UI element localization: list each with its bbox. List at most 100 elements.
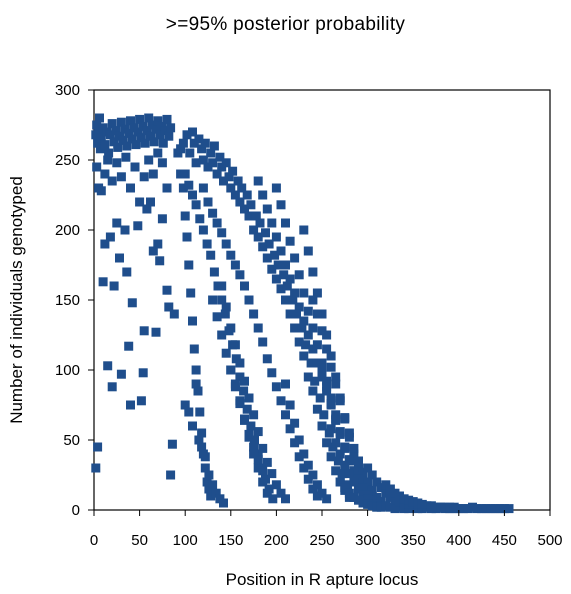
data-point [317, 421, 327, 431]
data-point [138, 368, 148, 378]
data-point [285, 274, 295, 284]
data-point [226, 323, 236, 333]
data-point [206, 491, 216, 501]
data-point [271, 480, 281, 490]
data-point [221, 302, 231, 312]
data-point [93, 138, 103, 148]
data-point [317, 309, 327, 319]
data-point [326, 452, 336, 462]
data-point [107, 176, 117, 186]
data-point [206, 250, 216, 260]
data-point [258, 242, 268, 252]
data-point [188, 421, 197, 431]
data-point [308, 386, 318, 396]
data-point [408, 497, 418, 507]
data-point [194, 134, 204, 144]
data-point [188, 127, 197, 137]
data-point [395, 491, 404, 501]
data-point [180, 211, 190, 221]
data-point [303, 246, 313, 256]
data-point [385, 484, 395, 494]
data-point [198, 225, 208, 235]
data-point [285, 424, 295, 434]
data-point [331, 415, 341, 425]
data-point [167, 439, 177, 449]
data-point [136, 133, 146, 143]
data-point [96, 133, 106, 143]
data-point [312, 309, 322, 319]
data-point [454, 504, 464, 514]
data-point [312, 358, 322, 368]
data-point [292, 309, 301, 319]
data-point [262, 204, 272, 214]
data-point [417, 499, 427, 509]
data-point [107, 382, 117, 392]
data-point [206, 148, 216, 158]
data-point [180, 169, 190, 179]
data-point [326, 362, 336, 372]
data-point [294, 337, 304, 347]
data-point [155, 130, 165, 140]
data-point [288, 295, 298, 305]
data-point [367, 485, 377, 495]
data-point [240, 281, 249, 291]
data-point [237, 183, 247, 193]
data-point [249, 442, 259, 452]
data-point [178, 183, 188, 193]
data-point [258, 466, 268, 476]
data-point [303, 306, 313, 316]
data-point [221, 348, 231, 358]
data-point [267, 264, 277, 274]
data-point [486, 504, 496, 514]
data-point [191, 365, 201, 375]
data-point [499, 504, 509, 514]
data-point [251, 211, 261, 221]
data-point [208, 158, 218, 168]
data-point [363, 499, 373, 509]
data-point [197, 442, 207, 452]
data-point [381, 501, 391, 511]
data-point [149, 137, 159, 147]
y-tick-label: 300 [55, 82, 80, 99]
data-point [335, 449, 345, 459]
data-point [209, 267, 219, 277]
data-point [303, 372, 313, 382]
data-point [262, 253, 272, 263]
data-point [194, 435, 204, 445]
data-point [253, 232, 263, 242]
data-point [136, 396, 146, 406]
data-point [209, 141, 219, 151]
data-point [96, 186, 106, 196]
x-tick-label: 400 [446, 532, 471, 549]
y-axis-title: Number of individuals genotyped [7, 176, 26, 424]
data-point [115, 253, 124, 263]
data-point [131, 140, 141, 150]
data-point [358, 467, 368, 477]
x-tick-label: 150 [218, 532, 243, 549]
data-point [217, 330, 227, 340]
data-point [148, 246, 158, 256]
data-point [198, 155, 208, 165]
data-point [290, 323, 300, 333]
data-point [249, 449, 259, 459]
data-point [285, 236, 295, 246]
data-point [230, 190, 240, 200]
data-point [116, 172, 126, 182]
data-point [246, 200, 256, 210]
data-point [164, 131, 174, 141]
data-point [276, 488, 286, 498]
data-point [363, 494, 373, 504]
data-point [340, 460, 350, 470]
data-point [230, 340, 240, 350]
data-point [299, 225, 309, 235]
data-point [226, 250, 236, 260]
data-point [217, 295, 227, 305]
data-point [285, 400, 295, 410]
data-point [191, 379, 201, 389]
data-point [395, 502, 404, 512]
data-point [255, 218, 265, 228]
data-point [153, 116, 163, 126]
data-point [281, 494, 290, 504]
data-point [372, 502, 382, 512]
